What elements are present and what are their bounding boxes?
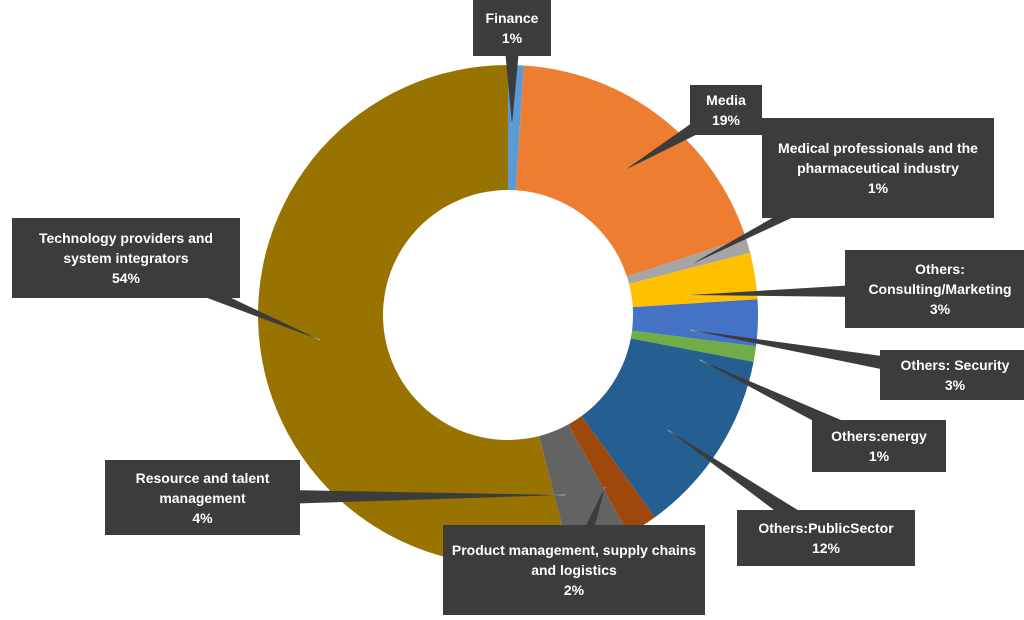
label-name: Technology providers and system integrat… — [39, 230, 213, 266]
data-label: Medical professionals and the pharmaceut… — [762, 118, 994, 218]
label-name: Others:PublicSector — [758, 520, 894, 536]
label-value: 2% — [563, 582, 585, 598]
label-name: Product management, supply chains and lo… — [451, 542, 697, 578]
donut-segment — [630, 330, 757, 362]
label-name: Medical professionals and the pharmaceut… — [778, 140, 978, 176]
label-value: 54% — [111, 270, 141, 286]
label-value: 1% — [868, 448, 890, 464]
donut-segment — [581, 338, 754, 518]
label-value: 1% — [501, 30, 523, 46]
label-value: 19% — [711, 112, 741, 128]
label-value: 1% — [867, 180, 889, 196]
label-value: 4% — [192, 509, 213, 526]
label-name: Finance — [485, 10, 539, 26]
label-name: Resource and talent management — [135, 469, 270, 506]
data-label: Product management, supply chains and lo… — [443, 525, 705, 615]
segments — [258, 65, 758, 565]
label-name: Others: Security — [900, 357, 1010, 373]
label-value: 3% — [944, 377, 966, 393]
label-value: 3% — [929, 301, 951, 317]
donut-segment — [632, 299, 758, 347]
label-name: Media — [706, 92, 746, 108]
data-label: Resource and talent management 4% — [105, 460, 300, 535]
data-label: Others: Security 3% — [880, 350, 1024, 400]
donut-segment — [515, 65, 746, 277]
data-label: Media 19% — [690, 85, 762, 135]
data-label: Others:energy 1% — [812, 420, 946, 472]
data-label: Others:PublicSector 12% — [737, 510, 915, 566]
data-label: Finance 1% — [473, 0, 551, 56]
label-name: Others: Consulting/Marketing — [868, 261, 1012, 297]
donut-segment — [568, 416, 655, 535]
donut-segment — [539, 424, 629, 558]
label-name: Others:energy — [831, 428, 927, 444]
data-label: Technology providers and system integrat… — [12, 218, 240, 298]
data-label: Others: Consulting/Marketing 3% — [845, 250, 1024, 328]
label-value: 12% — [811, 540, 841, 556]
donut-segment — [258, 65, 571, 565]
